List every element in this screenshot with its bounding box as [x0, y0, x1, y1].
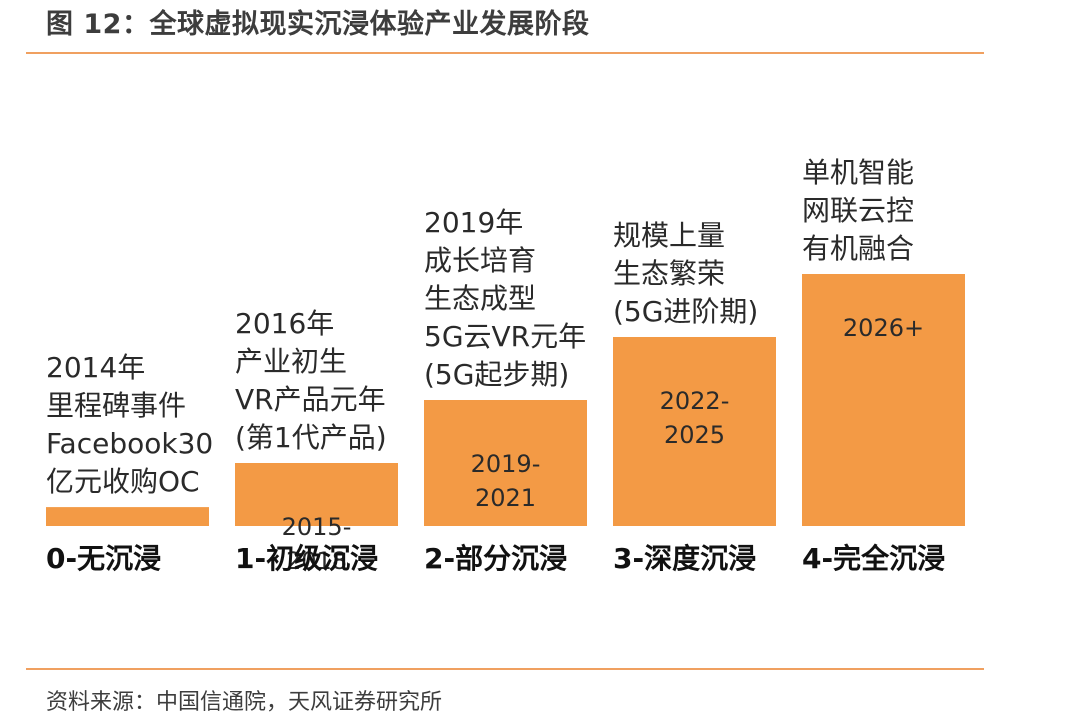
annotation-line: 2016年 — [235, 307, 334, 340]
bar-1 — [235, 463, 398, 526]
bar-value-label: 2021 — [475, 484, 536, 512]
annotation-line: 2014年 — [46, 351, 145, 384]
annotation-line: 生态成型 — [424, 282, 536, 315]
category-label-3: 3-深度沉浸 — [613, 542, 756, 575]
annotation-line: 规模上量 — [613, 219, 725, 252]
category-label-1: 1-初级沉浸 — [235, 542, 378, 575]
annotation-line: (5G起步期) — [424, 358, 569, 391]
bar-value-label: 2015- — [282, 513, 352, 541]
annotation-line: 2019年 — [424, 206, 523, 239]
bar-4 — [802, 274, 965, 526]
annotation-line: VR产品元年 — [235, 383, 386, 416]
bar-value-label: 2018 — [286, 547, 347, 575]
top-divider — [26, 52, 984, 54]
annotation-line: Facebook30 — [46, 427, 213, 460]
bar-value-label: 2025 — [664, 421, 725, 449]
category-label-0: 0-无沉浸 — [46, 542, 161, 575]
annotation-line: 网联云控 — [802, 194, 914, 227]
annotation-line: (5G进阶期) — [613, 295, 758, 328]
bar-value-label: 2019- — [471, 450, 541, 478]
source-note: 资料来源：中国信通院，天风证券研究所 — [46, 690, 443, 715]
category-label-4: 4-完全沉浸 — [802, 542, 945, 575]
annotation-line: 生态繁荣 — [613, 257, 725, 290]
annotation-line: 里程碑事件 — [46, 389, 186, 422]
bar-2 — [424, 400, 587, 526]
annotation-line: 亿元收购OC — [46, 465, 200, 498]
annotation-line: 5G云VR元年 — [424, 320, 586, 353]
bar-0 — [46, 507, 209, 526]
annotation-line: 成长培育 — [424, 244, 536, 277]
category-label-2: 2-部分沉浸 — [424, 542, 567, 575]
figure-title: 图 12：全球虚拟现实沉浸体验产业发展阶段 — [46, 9, 590, 40]
annotation-line: 产业初生 — [235, 345, 347, 378]
bar-value-label: 2022- — [660, 387, 730, 415]
annotation-line: 单机智能 — [802, 156, 914, 189]
annotation-line: (第1代产品) — [235, 421, 387, 454]
bar-value-label: 2026+ — [843, 314, 924, 342]
bar-3 — [613, 337, 776, 526]
annotation-line: 有机融合 — [802, 232, 914, 265]
bottom-divider — [26, 668, 984, 670]
